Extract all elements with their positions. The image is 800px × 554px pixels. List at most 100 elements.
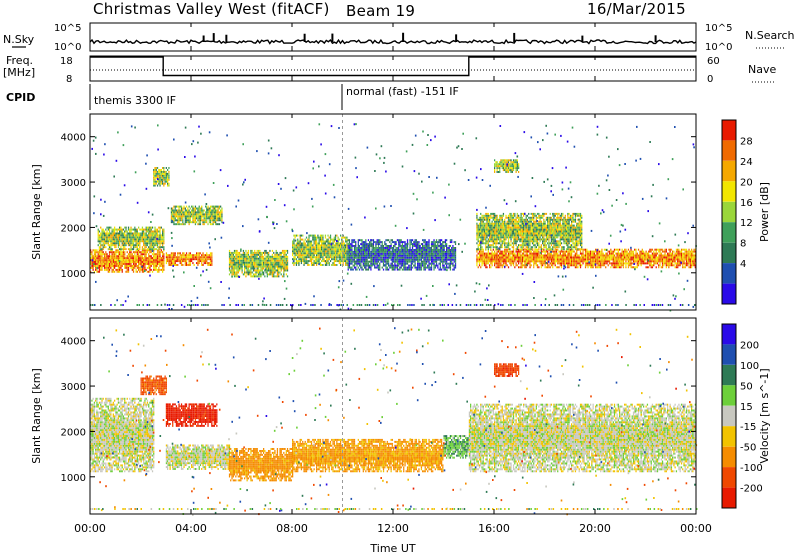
- echo-cell: [408, 260, 410, 263]
- echo-cell: [126, 240, 128, 243]
- echo-cell: [507, 254, 510, 257]
- echo-cell: [547, 264, 549, 267]
- echo-cell: [105, 259, 107, 262]
- echo-cell: [159, 242, 161, 245]
- echo-cell: [116, 261, 118, 263]
- echo-cell: [132, 232, 135, 235]
- echo-cell: [534, 256, 536, 259]
- echo-cell: [372, 239, 375, 242]
- echo-cell: [170, 213, 173, 216]
- echo-cell: [434, 264, 436, 267]
- echo-cell: [411, 258, 414, 261]
- echo-cell: [523, 258, 525, 261]
- echo-cell: [353, 250, 356, 253]
- echo-cell: [106, 242, 108, 245]
- echo-cell: [179, 209, 181, 212]
- echo-cell: [346, 240, 348, 243]
- echo-cell: [605, 248, 607, 251]
- echo-cell: [361, 241, 363, 244]
- echo-cell: [454, 258, 457, 261]
- echo-cell: [620, 252, 622, 255]
- echo-cell: [376, 264, 378, 267]
- echo-cell: [102, 240, 104, 243]
- echo-cell: [160, 259, 162, 262]
- echo-cell: [410, 266, 412, 269]
- echo-cell: [429, 254, 431, 257]
- echo-cell: [615, 252, 617, 255]
- echo-cell: [105, 266, 107, 269]
- echo-cell: [530, 256, 532, 259]
- echo-cell: [622, 258, 625, 261]
- echo-cell: [138, 266, 140, 269]
- echo-cell: [188, 258, 190, 261]
- echo-cell: [149, 257, 151, 260]
- echo-cell: [501, 250, 503, 253]
- echo-cell: [435, 264, 438, 267]
- echo-cell: [326, 254, 328, 257]
- echo-cell: [139, 244, 141, 247]
- echo-cell: [605, 256, 607, 259]
- echo-cell: [417, 260, 419, 263]
- echo-cell: [198, 209, 200, 212]
- echo-cell: [582, 260, 584, 263]
- echo-cell: [187, 221, 189, 224]
- echo-cell: [252, 255, 255, 258]
- echo-cell: [333, 260, 335, 263]
- echo-cell: [160, 263, 162, 265]
- echo-cell: [184, 211, 186, 214]
- echo-cell: [356, 247, 358, 249]
- echo-cell: [299, 238, 301, 241]
- echo-cell: [419, 256, 421, 259]
- echo-cell: [136, 261, 138, 263]
- echo-cell: [126, 265, 128, 267]
- echo-cell: [184, 264, 186, 266]
- echo-cell: [395, 264, 397, 267]
- echo-cell: [587, 250, 589, 253]
- echo-cell: [337, 246, 339, 249]
- echo-cell: [341, 246, 343, 249]
- echo-cell: [347, 266, 349, 269]
- echo-cell: [504, 248, 506, 251]
- echo-cell: [154, 174, 156, 177]
- echo-cell: [106, 265, 108, 267]
- echo-cell: [616, 256, 618, 259]
- echo-cell: [533, 260, 535, 263]
- echo-cell: [337, 240, 339, 243]
- echo-cell: [403, 262, 405, 265]
- echo-cell: [602, 264, 604, 267]
- echo-cell: [329, 252, 332, 255]
- echo-cell: [413, 249, 415, 251]
- echo-cell: [569, 256, 572, 259]
- echo-cell: [308, 254, 310, 257]
- echo-cell: [502, 258, 505, 261]
- echo-cell: [220, 209, 222, 212]
- echo-cell: [187, 215, 189, 218]
- echo-cell: [303, 242, 305, 245]
- echo-cell: [433, 254, 435, 257]
- echo-cell: [437, 241, 439, 244]
- echo-cell: [153, 249, 155, 252]
- echo-cell: [530, 254, 532, 257]
- echo-cell: [237, 271, 239, 274]
- echo-cell: [299, 258, 301, 261]
- echo-cell: [284, 267, 286, 270]
- echo-cell: [309, 258, 311, 261]
- echo-cell: [316, 256, 318, 259]
- echo-cell: [134, 261, 136, 263]
- echo-cell: [153, 182, 155, 185]
- echo-cell: [293, 264, 295, 266]
- echo-cell: [490, 256, 492, 259]
- echo-cell: [437, 243, 439, 246]
- echo-cell: [332, 244, 334, 247]
- echo-cell: [121, 265, 123, 267]
- echo-cell: [93, 249, 96, 252]
- echo-cell: [139, 234, 141, 237]
- echo-cell: [351, 249, 353, 251]
- echo-cell: [138, 238, 140, 241]
- echo-cell: [111, 259, 113, 262]
- echo-cell: [452, 264, 454, 267]
- echo-cell: [591, 250, 593, 253]
- echo-cell: [207, 258, 209, 261]
- echo-cell: [281, 249, 284, 252]
- echo-cell: [221, 221, 223, 224]
